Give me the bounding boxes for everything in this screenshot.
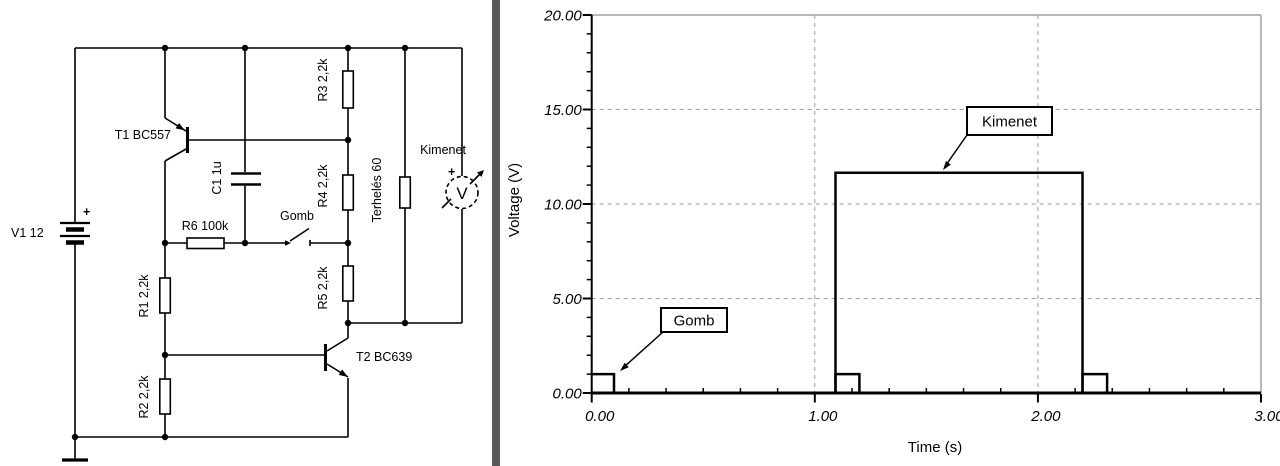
annotation-gomb[interactable]: Gomb [620,307,728,371]
component-resistor-r4[interactable]: R4 2,2k [316,164,355,211]
annotation-kimenet-arrowhead [943,161,951,170]
annotation-kimenet[interactable]: Kimenet [943,106,1053,170]
y-tick-label: 10.00 [544,197,582,214]
output-net-label: Kimenet [420,143,466,157]
component-resistor-r2[interactable]: R2 2,2k [137,375,172,419]
switch-label: Gomb [280,209,314,223]
component-resistor-r6[interactable]: R6 100k [182,219,229,250]
component-switch-gomb[interactable]: Gomb [245,209,348,246]
gridlines [591,15,1261,393]
y-tick-label: 20.00 [543,8,582,25]
wires [74,47,463,438]
traces [591,171,1261,395]
annotation-kimenet-label: Kimenet [982,114,1038,131]
y-tick-label: 0.00 [552,386,582,403]
r5-label: R5 2,2k [316,266,330,310]
component-resistor-r5[interactable]: R5 2,2k [316,265,355,310]
t1-label: T1 BC557 [115,128,171,142]
ground-symbol[interactable] [62,437,88,462]
t1-emitter-arrow [175,123,185,131]
x-tick-label: 2.00 [1030,408,1061,425]
component-transistor-t1[interactable]: T1 BC557 [115,117,189,162]
plot-border [591,14,1262,393]
pane-splitter[interactable] [492,0,500,466]
battery-label: V1 12 [11,226,44,240]
x-axis-title: Time (s) [908,439,962,456]
component-voltmeter[interactable]: V + [441,165,484,210]
x-tick-label: 1.00 [808,408,838,425]
r6-label: R6 100k [182,219,229,233]
r3-label: R3 2,2k [316,58,330,102]
component-transistor-t2[interactable]: T2 BC639 [324,323,412,378]
component-load-terheles[interactable]: Terhelés 60 [370,158,412,223]
battery-plus-sign: + [83,205,90,219]
y-tick-label: 5.00 [552,291,582,308]
x-tick-label: 3.00 [1254,408,1280,425]
component-resistor-r3[interactable]: R3 2,2k [316,58,355,109]
r1-label: R1 2,2k [137,274,151,318]
voltmeter-v-glyph: V [456,184,468,203]
annotation-gomb-label: Gomb [674,313,715,330]
schematic-canvas[interactable]: + V1 12 T1 BC557 C1 1u R6 100k [0,0,492,466]
load-label: Terhelés 60 [370,158,384,223]
r2-label: R2 2,2k [137,375,151,419]
y-tick-label: 15.00 [544,102,582,119]
x-tick-label: 0.00 [585,408,615,425]
r4-label: R4 2,2k [316,164,330,208]
t2-label: T2 BC639 [356,350,412,364]
y-axis-title: Voltage (V) [506,163,523,237]
axis-ticks [582,14,1262,403]
switch-contact-arrow [285,240,291,246]
component-battery-v1[interactable]: + V1 12 [11,205,90,245]
annotation-gomb-arrowhead [620,362,629,371]
t2-emitter-arrow [338,369,348,377]
component-resistor-r1[interactable]: R1 2,2k [137,274,172,318]
trace-kimenet[interactable] [591,171,1261,395]
voltmeter-plus-sign: + [448,165,455,179]
tick-labels: 0.00 1.00 2.00 3.00 20.00 15.00 10.00 5.00 0.00 [543,8,1280,426]
transient-plot: 0.00 1.00 2.00 3.00 20.00 15.00 10.00 5.000.00 … [506,8,1280,457]
trace-gomb[interactable] [591,372,1261,395]
voltmeter-needle-arrow [477,170,484,177]
junction-dots [71,44,409,441]
component-capacitor-c1[interactable]: C1 1u [210,161,261,195]
c1-label: C1 1u [210,161,224,194]
